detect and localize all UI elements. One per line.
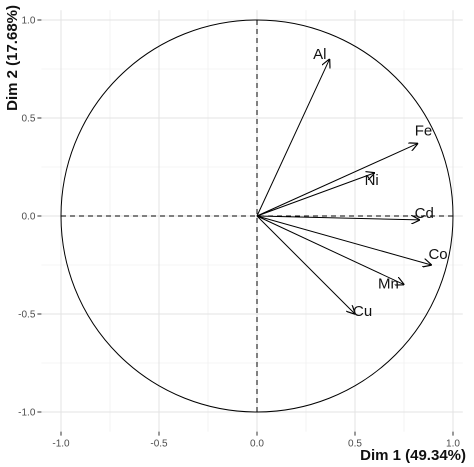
- arrow-al: [256, 59, 330, 217]
- axis-ticks: -1.0 -0.5 0.0 0.5 1.0 -1.0 -0.5 0.0 0.5 1.0: [18, 16, 460, 450]
- arrow-co: [256, 215, 431, 265]
- label-cd: Cd: [415, 205, 434, 222]
- label-ni: Ni: [365, 172, 379, 189]
- label-fe: Fe: [415, 122, 433, 139]
- x-tick-label: 0.5: [348, 439, 362, 450]
- arrow-cu: [256, 215, 355, 314]
- label-al: Al: [313, 46, 326, 63]
- arrow-cd: [256, 216, 420, 220]
- y-tick-label: -1.0: [18, 408, 36, 419]
- variable-labels: Al Fe Ni Cd Co Mn Cu: [313, 46, 447, 320]
- x-axis-title: Dim 1 (49.34%): [360, 447, 466, 464]
- x-tick-label: -1.0: [52, 439, 70, 450]
- x-tick-label: 1.0: [446, 439, 460, 450]
- y-tick-label: 1.0: [21, 16, 35, 27]
- variable-arrows: [256, 59, 431, 314]
- y-tick-label: 0.5: [21, 114, 35, 125]
- x-tick-label: 0.0: [250, 439, 264, 450]
- label-mn: Mn: [378, 276, 399, 293]
- reference-lines: [61, 20, 453, 412]
- y-tick-label: -0.5: [18, 310, 36, 321]
- arrow-fe: [256, 143, 418, 217]
- arrow-mn: [256, 215, 404, 285]
- x-tick-label: -0.5: [150, 439, 168, 450]
- y-tick-label: 0.0: [21, 212, 35, 223]
- y-axis-title: Dim 2 (17.68%): [4, 5, 21, 111]
- arrow-ni: [256, 173, 375, 217]
- label-cu: Cu: [353, 303, 372, 320]
- grid: [41, 10, 463, 432]
- label-co: Co: [428, 246, 447, 263]
